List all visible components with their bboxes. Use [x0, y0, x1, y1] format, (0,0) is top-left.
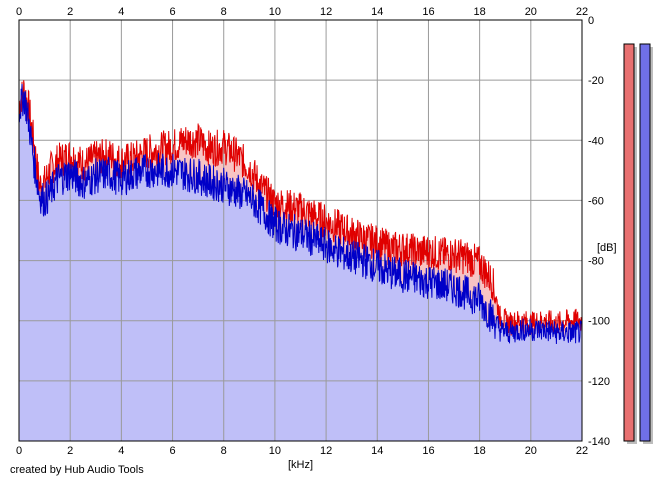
x-tick-label-top: 2	[67, 6, 73, 18]
y-axis-unit: [dB]	[597, 242, 617, 254]
y-tick-label: -100	[588, 316, 610, 328]
x-tick-label-bottom: 16	[422, 445, 434, 457]
x-tick-label-top: 12	[320, 6, 332, 18]
x-tick-label-bottom: 14	[371, 445, 383, 457]
level-meter-1	[623, 43, 635, 442]
y-tick-label: -140	[588, 436, 610, 448]
y-tick-label: 0	[588, 15, 594, 27]
x-tick-label-bottom: 4	[118, 445, 124, 457]
x-tick-label-top: 8	[221, 6, 227, 18]
x-tick-label-bottom: 6	[169, 445, 175, 457]
series-1-line	[18, 80, 583, 336]
y-tick-label: -60	[588, 195, 604, 207]
x-tick-label-top: 14	[371, 6, 383, 18]
x-tick-label-top: 0	[16, 6, 22, 18]
y-tick-label: -120	[588, 376, 610, 388]
x-tick-label-top: 6	[169, 6, 175, 18]
y-tick-label: -40	[588, 135, 604, 147]
level-meter-2	[639, 43, 651, 442]
credit-text: created by Hub Audio Tools	[10, 464, 144, 476]
x-tick-label-top: 20	[525, 6, 537, 18]
y-tick-label: -80	[588, 256, 604, 268]
y-tick-label: -20	[588, 75, 604, 87]
x-tick-label-top: 22	[576, 6, 588, 18]
x-axis-unit: [kHz]	[288, 459, 313, 471]
x-tick-label-bottom: 10	[269, 445, 281, 457]
x-tick-label-top: 10	[269, 6, 281, 18]
x-tick-label-bottom: 0	[16, 445, 22, 457]
x-tick-label-bottom: 20	[525, 445, 537, 457]
x-tick-label-top: 18	[474, 6, 486, 18]
x-tick-label-top: 4	[118, 6, 124, 18]
x-tick-label-bottom: 22	[576, 445, 588, 457]
plot-frame	[18, 19, 583, 442]
series-2-area	[19, 83, 582, 442]
x-tick-label-bottom: 8	[221, 445, 227, 457]
x-tick-label-bottom: 2	[67, 445, 73, 457]
series-2-line	[18, 83, 583, 345]
x-tick-label-bottom: 12	[320, 445, 332, 457]
x-tick-label-bottom: 18	[474, 445, 486, 457]
x-tick-label-top: 16	[422, 6, 434, 18]
